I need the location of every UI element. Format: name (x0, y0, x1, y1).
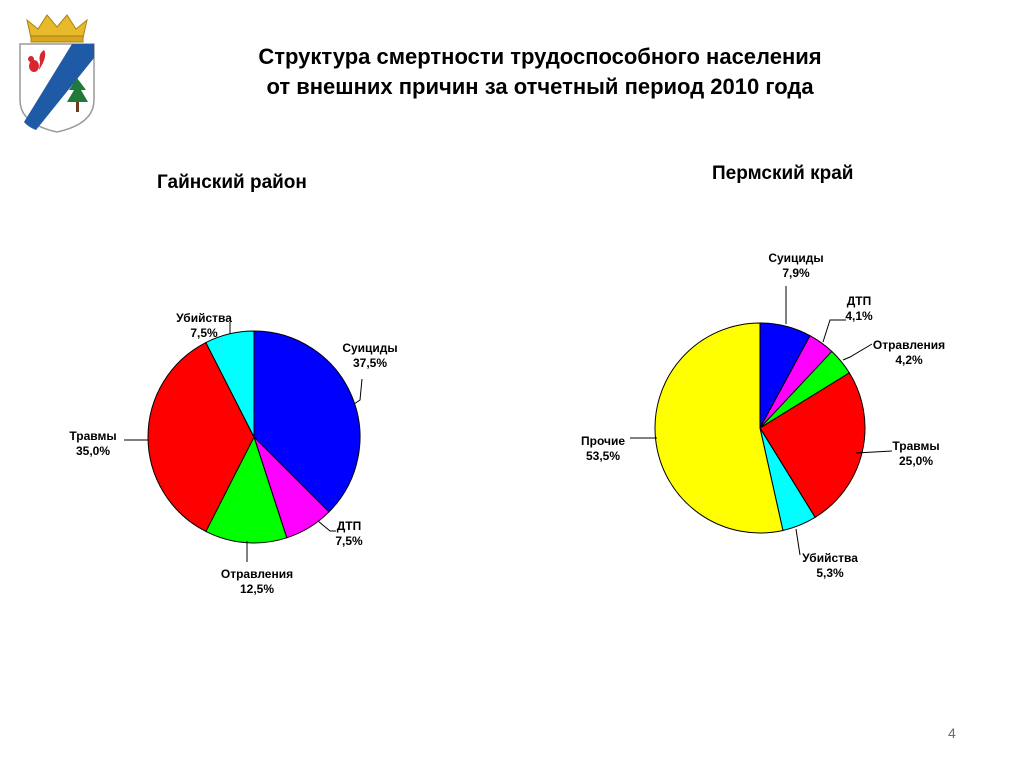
value-label-perm-road-accidents: 4,1% (845, 309, 873, 323)
crown-icon (26, 14, 88, 43)
category-label-gainsky-road-accidents: ДТП (337, 519, 362, 533)
coat-of-arms-icon (19, 14, 95, 133)
category-label-perm-injuries: Травмы (892, 439, 939, 453)
value-label-perm-murders: 5,3% (816, 566, 844, 580)
value-label-perm-poisonings: 4,2% (895, 353, 923, 367)
leader-line-perm-poisonings (842, 343, 873, 361)
chart-title-gainsky: Гайнский район (157, 172, 307, 193)
category-label-gainsky-poisonings: Отравления (221, 567, 293, 581)
slide-title-line-1: Структура смертности трудоспособного нас… (258, 44, 822, 69)
value-label-perm-other: 53,5% (586, 449, 620, 463)
value-label-gainsky-poisonings: 12,5% (240, 582, 274, 596)
category-label-gainsky-murders: Убийства (176, 311, 232, 325)
category-label-perm-murders: Убийства (802, 551, 858, 565)
value-label-gainsky-road-accidents: 7,5% (335, 534, 363, 548)
pie-slice-gainsky-suicides (253, 330, 361, 513)
chart-title-perm: Пермский край (712, 163, 854, 184)
value-label-gainsky-injuries: 35,0% (76, 444, 110, 458)
page-number: 4 (948, 725, 956, 741)
squirrel-icon (28, 50, 46, 72)
category-label-gainsky-suicides: Суициды (342, 341, 397, 355)
slide-title: Структура смертности трудоспособного нас… (150, 42, 930, 102)
leader-line-gainsky-road-accidents (317, 520, 336, 532)
pie-slice-perm-other (654, 322, 784, 534)
leader-line-perm-road-accidents (822, 319, 846, 343)
value-label-gainsky-murders: 7,5% (190, 326, 218, 340)
category-label-perm-suicides: Суициды (768, 251, 823, 265)
category-label-perm-other: Прочие (581, 434, 625, 448)
pie-slice-gainsky-injuries (147, 341, 255, 533)
leader-line-perm-murders (795, 528, 801, 556)
leader-line-perm-injuries (855, 450, 893, 454)
value-label-gainsky-suicides: 37,5% (353, 356, 387, 370)
category-label-perm-poisonings: Отравления (873, 338, 945, 352)
value-label-perm-injuries: 25,0% (899, 454, 933, 468)
leader-line-gainsky-suicides (353, 378, 363, 405)
pie-slice-gainsky-murders (205, 330, 255, 438)
value-label-perm-suicides: 7,9% (782, 266, 810, 280)
category-label-gainsky-injuries: Травмы (69, 429, 116, 443)
category-label-perm-road-accidents: ДТП (847, 294, 872, 308)
pie-slice-gainsky-poisonings (205, 435, 288, 544)
tree-icon (67, 78, 88, 112)
slide-title-line-2: от внешних причин за отчетный период 201… (266, 74, 814, 99)
